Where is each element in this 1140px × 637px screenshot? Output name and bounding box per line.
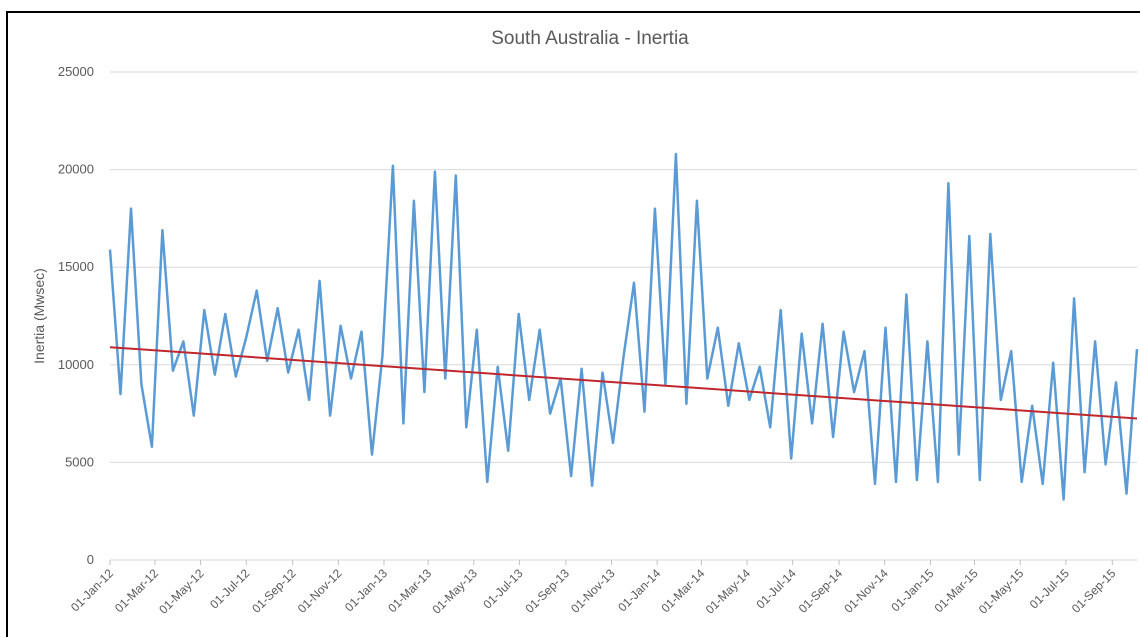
chart-title: South Australia - Inertia <box>491 28 689 49</box>
y-axis-label: Inertia (Mwsec) <box>31 268 47 364</box>
y-tick-label: 25000 <box>58 64 94 79</box>
trend-line <box>109 346 1138 420</box>
y-tick-label: 10000 <box>58 357 94 372</box>
y-tick-label: 15000 <box>58 259 94 274</box>
y-tick-label: 5000 <box>65 454 94 469</box>
data-line <box>108 152 1139 501</box>
chart-frame <box>6 11 1140 637</box>
y-tick-label: 0 <box>87 552 94 567</box>
plot <box>108 152 1139 501</box>
y-tick-label: 20000 <box>58 162 94 177</box>
